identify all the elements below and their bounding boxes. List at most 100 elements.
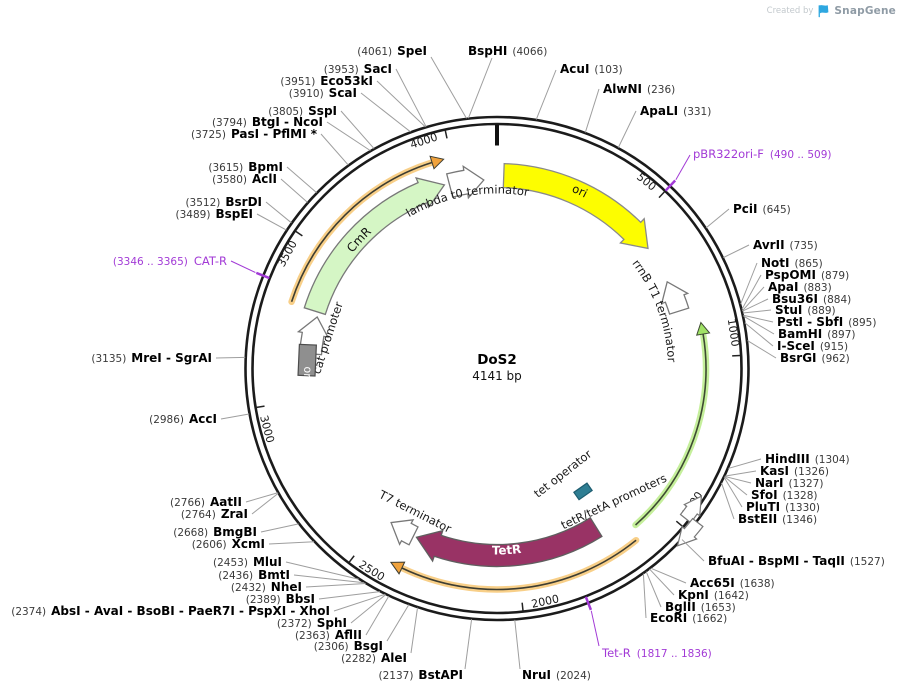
feature-tet-operator: tet operator [531,447,594,501]
feature-label-oriT: oriT [301,366,315,388]
site-BsgI: (2306) BsgI [314,604,410,653]
site-EcoRI: EcoRI (1662) [642,573,727,625]
svg-text:BfuAI - BspMI - TaqII(1527): BfuAI - BspMI - TaqII (1527) [708,554,885,568]
svg-text:(2764)ZraI: (2764) ZraI [181,507,248,521]
site-NotI: NotI (865) [740,256,823,305]
site-BamHI: BamHI (897) [743,315,856,341]
site-BspEI: (3489) BspEI [176,207,287,231]
svg-text:(3725)PasI - PflMI *: (3725) PasI - PflMI * [191,127,318,141]
site-BstEII: BstEII (1346) [721,482,817,526]
orf-arc-top-left [288,155,445,306]
svg-text:Acc65I(1638): Acc65I (1638) [690,576,775,590]
svg-text:NruI(2024): NruI (2024) [522,668,591,682]
svg-text:2000: 2000 [530,592,560,610]
svg-text:(3951)Eco53kI: (3951) Eco53kI [280,74,373,88]
site-AvrII: AvrII (735) [723,238,818,259]
svg-text:(2668)BmgBI: (2668) BmgBI [173,525,257,539]
site-Acc65I: Acc65I (1638) [650,567,775,590]
site-BfuAI-BspMI-TaqII: BfuAI - BspMI - TaqII (1527) [681,539,885,568]
svg-text:PspOMI(879): PspOMI (879) [765,268,849,282]
svg-text:1000: 1000 [725,318,742,348]
site-SpeI: (4061) SpeI [357,44,467,119]
svg-text:(2137)BstAPI: (2137) BstAPI [379,668,464,682]
svg-text:(2986)AccI: (2986) AccI [149,412,217,426]
svg-text:StuI(889): StuI (889) [775,303,836,317]
scale-tick-2000: 2000 [521,592,560,611]
svg-text:(2766)AatII: (2766) AatII [170,495,242,509]
site-AbsI-AvaI-BsoBI-PaeR7I-PspXI-XhoI: (2374) AbsI - AvaI - BsoBI - PaeR7I - Psp… [11,593,386,618]
site-Eco53kI: (3951) Eco53kI [280,74,426,128]
feature-label-TetR: TetR [492,542,522,558]
site-SacI: (3953) SacI [324,62,427,127]
svg-text:ApaI(883): ApaI (883) [768,280,832,294]
site-SphI: (2372) SphI [277,594,387,630]
svg-text:(2363)AflII: (2363) AflII [295,628,362,642]
svg-text:4000: 4000 [409,130,440,151]
svg-text:(3953)SacI: (3953) SacI [324,62,392,76]
svg-text:AlwNI(236): AlwNI (236) [603,82,675,96]
svg-text:(3794)BtgI - NcoI: (3794) BtgI - NcoI [212,115,323,129]
svg-text:pBR322ori-F(490 .. 509): pBR322ori-F (490 .. 509) [693,147,832,161]
svg-text:KpnI(1642): KpnI (1642) [678,588,749,602]
site-BstAPI: (2137) BstAPI [379,619,473,682]
orf-arc-bottom [389,536,640,593]
svg-text:NotI(865): NotI (865) [761,256,823,270]
primer-CAT-R: (3346 .. 3365) CAT-R [113,254,270,280]
feature-TetR: TetR [415,516,603,568]
svg-text:AcuI(103): AcuI (103) [560,62,623,76]
site-BtgI-NcoI: (3794) BtgI - NcoI [212,115,371,152]
site-BspHI: BspHI (4066) [467,44,547,119]
svg-text:PluTI(1330): PluTI (1330) [746,500,820,514]
primer-pBR322ori-F: pBR322ori-F (490 .. 509) [664,147,832,192]
svg-text:BsrGI(962): BsrGI (962) [780,351,850,365]
svg-text:I-SceI(915): I-SceI (915) [777,339,848,353]
svg-text:SfoI(1328): SfoI (1328) [751,488,818,502]
site-ScaI: (3910) ScaI [289,86,411,133]
site-AflII: (2363) AflII [295,595,390,642]
site-BglII: BglII (1653) [645,571,736,614]
svg-text:PciI(645): PciI (645) [733,202,791,216]
scale-tick-2500: 2500 [348,555,387,584]
site-MluI: (2453) MluI [213,555,359,580]
scale-tick-3500: 3500 [275,230,303,269]
site-BsrDI: (3512) BsrDI [185,195,292,224]
site-PspOMI: PspOMI (879) [741,268,849,310]
svg-text:(3615)BpmI: (3615) BpmI [208,160,283,174]
svg-text:ApaLI(331): ApaLI (331) [640,104,711,118]
svg-text:KasI(1326): KasI (1326) [760,464,829,478]
svg-text:(3580)AclI: (3580) AclI [212,172,277,186]
svg-text:(2374)AbsI - AvaI - BsoBI - Pa: (2374) AbsI - AvaI - BsoBI - PaeR7I - Psp… [11,604,330,618]
svg-text:(4061)SpeI: (4061) SpeI [357,44,427,58]
svg-text:(2432)NheI: (2432) NheI [231,580,302,594]
site-Bsu36I: Bsu36I (884) [742,292,851,312]
site-KasI: KasI (1326) [724,464,829,478]
watermark-brand: SnapGene [834,5,896,17]
site-ApaI: ApaI (883) [741,280,832,312]
site-StuI: StuI (889) [742,303,836,317]
svg-text:Tet-R(1817 .. 1836): Tet-R (1817 .. 1836) [601,646,712,660]
site-NheI: (2432) NheI [231,580,366,594]
primer-Tet-R: Tet-R (1817 .. 1836) [584,596,712,660]
svg-text:(2306)BsgI: (2306) BsgI [314,639,383,653]
feature-CmR: CmR [303,177,446,316]
site-ZraI: (2764) ZraI [181,493,279,521]
svg-text:(3489)BspEI: (3489) BspEI [176,207,253,221]
feature-label-tetR-tetA-promoters: tetR/tetA promoters [559,471,669,532]
scale-tick-3000: 3000 [256,405,277,444]
site-NruI: NruI (2024) [514,619,591,682]
site-AccI: (2986) AccI [149,412,250,426]
site-BpmI: (3615) BpmI [208,160,317,193]
orf-arc-right [632,321,711,529]
site-BsrGI: BsrGI (962) [747,340,850,365]
svg-text:(3512)BsrDI: (3512) BsrDI [185,195,262,209]
site-ApaLI: ApaLI (331) [617,104,711,148]
snapgene-logo-icon [819,5,829,18]
site-AlwNI: AlwNI (236) [584,82,675,133]
site-BbsI: (2389) BbsI [246,591,380,606]
plasmid-backbone-ring [244,115,750,622]
site-KpnI: KpnI (1642) [649,568,749,602]
svg-text:(3135)MreI - SgrAI: (3135) MreI - SgrAI [91,351,212,365]
site-MreI-SgrAI: (3135) MreI - SgrAI [91,351,246,365]
